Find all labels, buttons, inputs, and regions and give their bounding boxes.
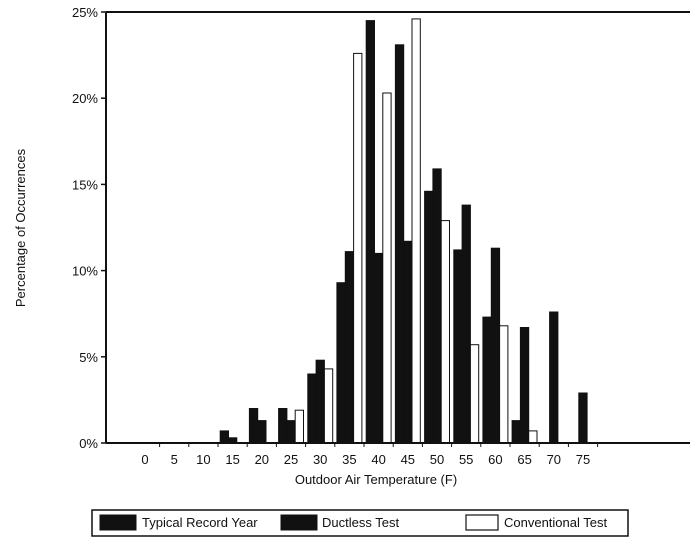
x-tick-label: 40 [371, 452, 385, 467]
bar-conventional-test-40 [382, 92, 392, 444]
bar-typical-record-year-35 [336, 282, 346, 444]
bar-conventional-test-25 [294, 409, 305, 444]
y-ticks: 0% 5% 10% 15% 20% 25% [72, 5, 106, 451]
x-tick-label: 45 [401, 452, 415, 467]
bar-conventional-test-50 [440, 220, 451, 444]
x-tick-label: 20 [255, 452, 269, 467]
y-tick-label: 10% [72, 264, 98, 279]
bar-ductless-test-30 [315, 359, 325, 444]
bar-typical-record-year-55 [453, 249, 463, 444]
bar-ductless-test-25 [286, 420, 296, 444]
bar-ductless-test-20 [257, 420, 267, 444]
legend-swatch-ductless-test [280, 514, 318, 531]
legend-frame [91, 509, 629, 537]
bar-typical-record-year-60 [482, 316, 492, 444]
x-axis-title: Outdoor Air Temperature (F) [295, 472, 457, 487]
bar-conventional-test-55 [469, 344, 480, 444]
x-tick-label: 60 [488, 452, 502, 467]
bar-typical-record-year-40 [365, 20, 376, 444]
bar-ductless-test-60 [490, 247, 501, 444]
y-tick-label: 25% [72, 5, 98, 20]
bar-ductless-test-65 [519, 327, 530, 444]
x-tick-label: 75 [576, 452, 590, 467]
legend-label-ductless-test: Ductless Test [322, 515, 399, 530]
legend-label-conventional-test: Conventional Test [504, 515, 607, 530]
x-tick-label: 25 [284, 452, 298, 467]
y-tick-label: 20% [72, 91, 98, 106]
legend: Typical Record Year Ductless Test Conven… [91, 509, 629, 537]
bar-ductless-test-50 [432, 168, 442, 444]
x-tick-label: 0 [141, 452, 148, 467]
bar-conventional-test-35 [353, 52, 363, 444]
y-tick-label: 0% [79, 436, 98, 451]
bar-typical-record-year-25 [278, 408, 288, 444]
bar-ductless-test-70 [549, 311, 559, 444]
x-tick-label: 35 [342, 452, 356, 467]
x-tick-label: 70 [547, 452, 561, 467]
bar-ductless-test-35 [344, 251, 355, 444]
bar-typical-record-year-50 [424, 190, 434, 444]
bar-conventional-test-60 [499, 325, 509, 444]
x-tick-label: 65 [517, 452, 531, 467]
x-tick-label: 30 [313, 452, 327, 467]
bar-conventional-test-45 [411, 18, 421, 444]
bar-typical-record-year-20 [248, 408, 259, 444]
x-tick-label: 15 [225, 452, 239, 467]
bar-typical-record-year-30 [307, 373, 317, 444]
legend-swatch-typical-record-year [99, 514, 137, 531]
legend-label-typical-record-year: Typical Record Year [142, 515, 258, 530]
bar-conventional-test-30 [323, 368, 334, 444]
y-tick-label: 15% [72, 177, 98, 192]
bar-typical-record-year-45 [394, 44, 405, 444]
bars-layer [219, 18, 588, 444]
bar-ductless-test-45 [403, 240, 413, 444]
bar-typical-record-year-65 [511, 420, 521, 444]
x-tick-label: 50 [430, 452, 444, 467]
bar-conventional-test-65 [528, 430, 538, 444]
y-tick-label: 5% [79, 350, 98, 365]
x-tick-label: 10 [196, 452, 210, 467]
y-axis-title: Percentage of Occurrences [13, 148, 28, 307]
axes-layer [105, 11, 690, 444]
x-ticks: 0 5 10 15 20 25 30 35 40 45 50 55 60 65 70 75 [141, 443, 599, 467]
bar-typical-record-year-15 [219, 430, 229, 444]
x-tick-label: 55 [459, 452, 473, 467]
bar-ductless-test-40 [374, 252, 384, 444]
bar-ductless-test-75 [578, 392, 588, 444]
legend-swatch-conventional-test [465, 514, 499, 531]
bar-ductless-test-55 [461, 204, 471, 444]
x-tick-label: 5 [171, 452, 178, 467]
